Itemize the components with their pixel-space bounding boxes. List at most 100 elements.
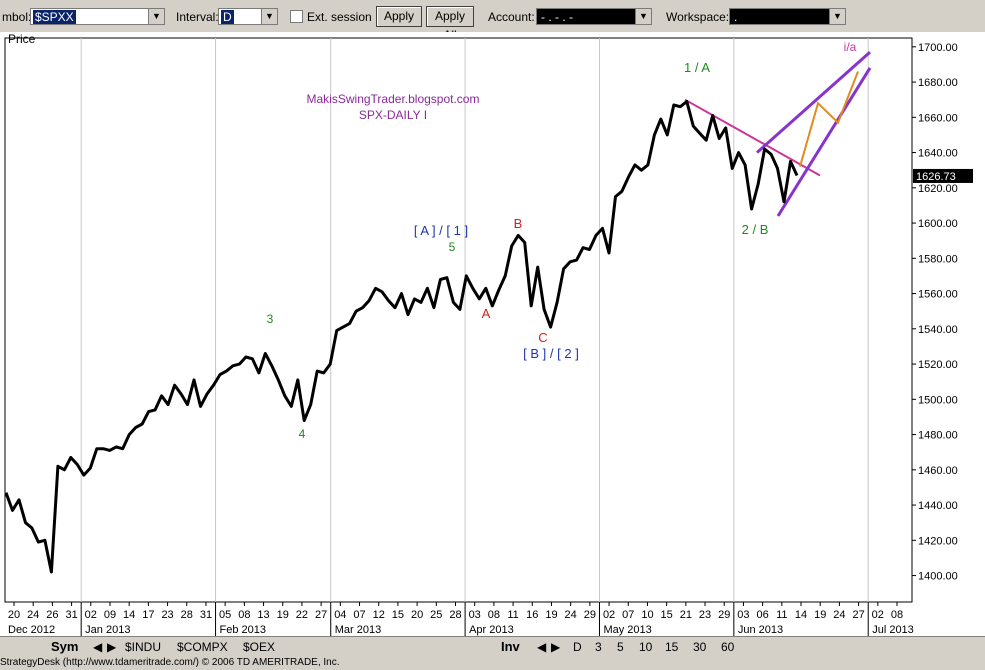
wave-label: 5 [449,240,456,254]
wave-label: [ A ] / [ 1 ] [414,223,468,238]
x-tick-label: 05 [219,609,231,621]
wave-label: 1 / A [684,60,710,75]
x-tick-label: 19 [814,609,826,621]
ext-session-checkbox[interactable] [290,10,303,23]
x-tick-label: 03 [469,609,481,621]
chart-panel[interactable]: 1400.00 1420.00 1440.00 1460.00 1480.00 1500.… [0,32,985,636]
month-label: Jun 2013 [738,624,783,636]
channel-lower-line [776,67,872,217]
x-tick-label: 08 [891,609,903,621]
x-tick-label: 09 [104,609,116,621]
y-tick-label: 1640.00 [918,148,958,160]
x-tick-label: 02 [872,609,884,621]
watermark-line-2: SPX-DAILY I [359,108,427,122]
x-tick-label: 11 [776,609,787,621]
interval-tab-5[interactable]: 5 [617,640,624,654]
x-tick-label: 13 [257,609,269,621]
interval-value[interactable]: D [221,10,234,24]
x-tick-label: 28 [449,609,461,621]
x-tick-label: 19 [277,609,289,621]
y-tick-label: 1600.00 [918,218,958,230]
account-value[interactable]: - . - . - [541,10,573,24]
x-tick-label: 02 [85,609,97,621]
x-tick-label: 20 [8,609,20,621]
plot-frame [4,37,913,603]
x-tick-label: 24 [833,609,845,621]
y-tick-label: 1540.00 [918,324,958,336]
interval-tab-60[interactable]: 60 [721,640,735,654]
wave-label: [ B ] / [ 2 ] [523,346,579,361]
x-tick-label: 19 [545,609,557,621]
sym-tab[interactable]: Sym [51,639,79,654]
wave-label: B [514,216,523,231]
x-tick-label: 25 [430,609,442,621]
x-tick-label: 06 [757,609,769,621]
scroll-right-icon[interactable]: ▶ [107,640,117,654]
interval-tab-10[interactable]: 10 [639,640,653,654]
x-tick-label: 23 [161,609,173,621]
account-label: Account: [488,10,535,24]
symbol-combo[interactable]: $SPXX ▼ [30,8,165,25]
wave-label: 4 [299,427,306,441]
x-tick-label: 16 [526,609,538,621]
y-tick-label: 1500.00 [918,394,958,406]
price-line [4,100,799,574]
month-label: May 2013 [603,624,651,636]
status-text: StrategyDesk (http://www.tdameritrade.co… [0,657,340,668]
inv-tab[interactable]: Inv [501,639,520,654]
x-tick-label: 28 [181,609,193,621]
x-tick-label: 08 [238,609,250,621]
chevron-down-icon[interactable]: ▼ [829,9,845,24]
chevron-down-icon[interactable]: ▼ [148,9,164,24]
downtrend-line [684,98,821,177]
month-label: Jan 2013 [85,624,130,636]
x-tick-label: 17 [142,609,154,621]
wave-label: 3 [267,312,274,326]
x-tick-label: 03 [737,609,749,621]
scroll-right-icon[interactable]: ▶ [551,640,561,654]
symbol-tab-indu[interactable]: $INDU [125,640,162,654]
interval-tab-3[interactable]: 3 [595,640,602,654]
symbol-tab-oex[interactable]: $OEX [243,640,276,654]
watermark-line-1: MakisSwingTrader.blogspot.com [307,92,480,106]
scroll-left-icon[interactable]: ◀ [93,640,103,654]
toolbar: mbol: $SPXX ▼ Interval: D ▼ Ext. session… [0,0,985,42]
x-tick-label: 24 [565,609,577,621]
month-label: Dec 2012 [8,624,55,636]
x-tick-label: 24 [27,609,39,621]
x-tick-label: 15 [661,609,673,621]
interval-label: Interval: [176,10,219,24]
y-tick-label: 1460.00 [918,465,958,477]
workspace-combo[interactable]: . ▼ [729,8,846,25]
x-tick-label: 14 [795,609,807,621]
bottom-tab-bar: Sym ◀ ▶ $INDU $COMPX $OEX Inv ◀ ▶ D 3 5 … [0,636,985,657]
x-tick-label: 21 [680,609,692,621]
wave-label: C [538,330,547,345]
ext-session-label: Ext. session [307,10,372,24]
interval-tab-15[interactable]: 15 [665,640,679,654]
symbol-tab-compx[interactable]: $COMPX [177,640,228,654]
x-tick-label: 02 [603,609,615,621]
interval-combo[interactable]: D ▼ [218,8,278,25]
x-tick-label: 27 [852,609,864,621]
apply-button[interactable]: Apply [376,6,422,27]
price-chart[interactable]: 1400.00 1420.00 1440.00 1460.00 1480.00 1500.… [0,32,985,636]
x-tick-label: 29 [718,609,730,621]
x-tick-label: 26 [46,609,58,621]
x-tick-label: 27 [315,609,327,621]
account-combo[interactable]: - . - . - ▼ [536,8,652,25]
workspace-value[interactable]: . [734,10,738,24]
apply-all-button[interactable]: Apply All [426,6,474,42]
scroll-left-icon[interactable]: ◀ [537,640,547,654]
symbol-value[interactable]: $SPXX [33,10,76,24]
x-tick-label: 31 [65,609,77,621]
chevron-down-icon[interactable]: ▼ [635,9,651,24]
interval-tab-d[interactable]: D [573,640,582,654]
y-tick-label: 1520.00 [918,359,958,371]
wave-label: A [482,306,491,321]
chevron-down-icon[interactable]: ▼ [261,9,277,24]
y-tick-label: 1420.00 [918,535,958,547]
x-tick-label: 11 [507,609,518,621]
interval-tab-30[interactable]: 30 [693,640,707,654]
month-label: Feb 2013 [220,624,266,636]
